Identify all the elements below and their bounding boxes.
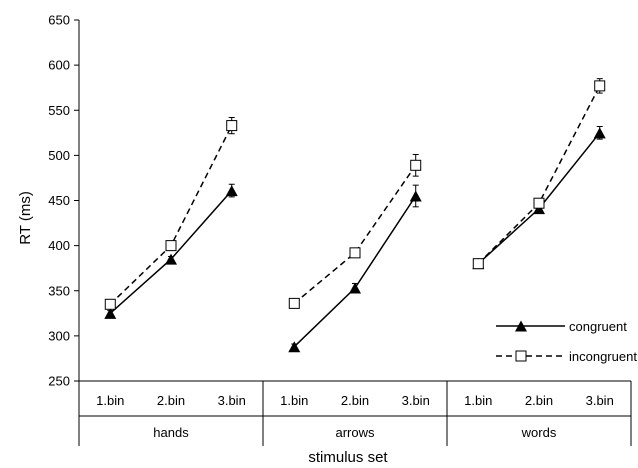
x-category-label: 1.bin	[464, 393, 492, 408]
group-label: hands	[153, 425, 189, 440]
group-label: words	[521, 425, 557, 440]
series-line-incongruent	[293, 164, 417, 304]
y-tick-label: 500	[48, 148, 70, 163]
legend-label-incongruent: incongruent	[569, 349, 637, 364]
x-axis-categories: 1.bin 2.bin 3.bin hands 1.bin 2.bin 3.bin arrow…	[79, 381, 632, 446]
y-axis-ticks: 250 300 350 400 450 500 550 600 650	[48, 13, 79, 389]
data-point-congruent	[104, 307, 117, 319]
group-label: arrows	[335, 425, 375, 440]
x-category-label: 2.bin	[157, 393, 185, 408]
data-point-incongruent	[288, 297, 300, 309]
data-point-congruent	[165, 253, 177, 265]
data-point-incongruent	[533, 197, 545, 209]
y-axis-title: RT (ms)	[17, 191, 34, 245]
data-point-incongruent	[349, 247, 361, 259]
series-line-congruent	[109, 190, 233, 314]
data-point-incongruent	[410, 159, 422, 171]
y-tick-label: 250	[48, 374, 70, 389]
series-line-incongruent	[477, 85, 601, 265]
x-axis-title: stimulus set	[308, 449, 388, 466]
data-point-congruent	[225, 185, 238, 197]
x-category-label: 3.bin	[586, 393, 614, 408]
x-category-label: 1.bin	[96, 393, 124, 408]
x-category-label: 2.bin	[341, 393, 369, 408]
data-point-incongruent	[104, 298, 116, 310]
y-tick-label: 350	[48, 283, 70, 298]
data-point-congruent	[409, 190, 422, 202]
x-category-label: 2.bin	[525, 393, 553, 408]
y-tick-label: 300	[48, 328, 70, 343]
y-tick-label: 600	[48, 58, 70, 73]
data-point-congruent	[349, 282, 361, 294]
y-tick-label: 650	[48, 13, 70, 28]
data-point-incongruent	[165, 240, 177, 252]
data-point-congruent	[593, 127, 606, 139]
data-point-congruent	[288, 341, 301, 353]
x-category-label: 1.bin	[280, 393, 308, 408]
y-tick-label: 450	[48, 193, 70, 208]
data-point-incongruent	[226, 120, 238, 132]
series-line-congruent	[293, 195, 417, 348]
y-tick-label: 550	[48, 103, 70, 118]
legend-label-congruent: congruent	[569, 319, 627, 334]
legend-marker-congruent	[515, 320, 527, 332]
x-category-label: 3.bin	[218, 393, 246, 408]
data-point-incongruent	[594, 80, 606, 92]
series-incongruent	[104, 78, 606, 310]
axes-frame	[78, 20, 631, 446]
data-point-incongruent	[472, 258, 484, 270]
series-line-incongruent	[109, 125, 233, 305]
legend-marker-incongruent	[515, 350, 527, 362]
series-layer	[104, 78, 606, 353]
y-tick-label: 400	[48, 238, 70, 253]
series-congruent	[104, 125, 606, 353]
legend: congruent incongruent	[496, 319, 637, 364]
x-category-label: 3.bin	[402, 393, 430, 408]
